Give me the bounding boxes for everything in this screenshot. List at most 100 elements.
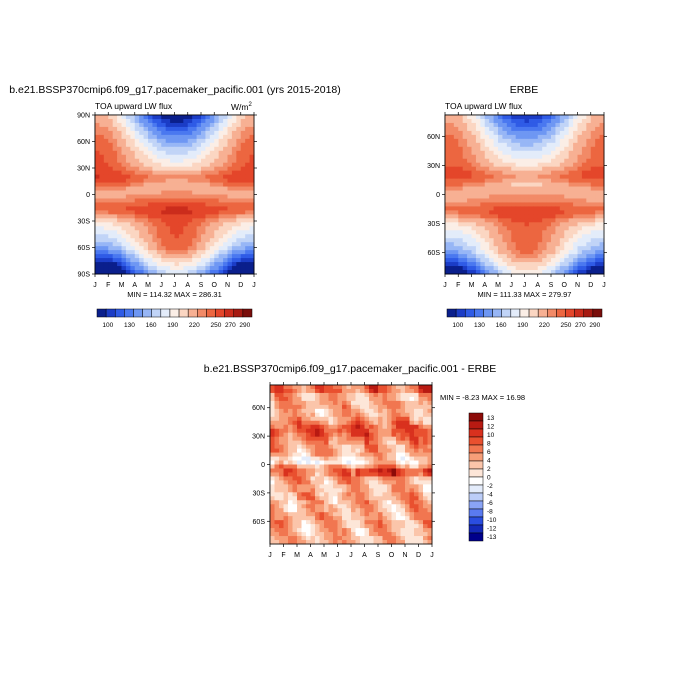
field-cell: [139, 126, 144, 132]
field-cell: [310, 492, 316, 497]
field-cell: [360, 400, 365, 406]
field-cell: [333, 500, 338, 505]
field-cell: [319, 528, 325, 533]
field-cell: [449, 162, 455, 168]
field-cell: [449, 246, 455, 251]
field-cell: [506, 258, 512, 263]
field-cell: [467, 234, 472, 239]
field-cell: [192, 178, 197, 183]
field-cell: [475, 258, 481, 263]
field-cell: [201, 210, 206, 215]
field-cell: [471, 202, 477, 207]
field-cell: [227, 174, 233, 180]
field-cell: [319, 512, 325, 517]
field-cell: [205, 118, 211, 124]
field-cell: [161, 174, 167, 180]
field-cell: [364, 476, 370, 481]
field-cell: [249, 258, 255, 263]
field-cell: [511, 138, 517, 144]
field-cell: [283, 400, 289, 406]
field-cell: [134, 190, 140, 195]
field-cell: [342, 504, 347, 509]
field-cell: [511, 154, 517, 160]
field-cell: [117, 262, 122, 267]
field-cell: [595, 118, 600, 124]
field-cell: [306, 388, 311, 394]
field-cell: [515, 258, 521, 263]
field-cell: [462, 202, 468, 207]
field-cell: [537, 230, 543, 235]
field-cell: [458, 166, 464, 172]
field-cell: [143, 118, 149, 124]
field-cell: [400, 432, 406, 438]
field-cell: [590, 146, 596, 152]
field-cell: [453, 174, 459, 180]
field-cell: [445, 138, 450, 144]
field-cell: [112, 126, 118, 132]
field-cell: [236, 242, 242, 247]
field-cell: [342, 424, 347, 430]
field-cell: [121, 138, 127, 144]
field-cell: [218, 234, 224, 239]
field-cell: [245, 174, 250, 180]
field-cell: [209, 194, 215, 199]
field-cell: [245, 270, 250, 275]
field-cell: [462, 242, 468, 247]
field-cell: [581, 126, 587, 132]
field-cell: [283, 456, 289, 461]
field-cell: [130, 142, 136, 148]
field-cell: [148, 222, 153, 227]
field-cell: [333, 536, 338, 541]
x-tick-label: O: [212, 282, 218, 289]
field-cell: [559, 242, 565, 247]
field-cell: [196, 234, 202, 239]
field-cell: [292, 460, 298, 465]
field-cell: [103, 178, 109, 183]
field-cell: [192, 238, 197, 243]
field-cell: [143, 190, 149, 195]
field-cell: [489, 258, 494, 263]
field-cell: [423, 520, 428, 525]
field-cell: [471, 238, 477, 243]
field-cell: [165, 154, 171, 160]
field-cell: [458, 174, 464, 180]
field-cell: [236, 115, 242, 120]
field-cell: [319, 440, 325, 446]
field-cell: [134, 166, 140, 172]
field-cell: [227, 190, 233, 195]
field-cell: [148, 122, 153, 128]
field-cell: [564, 118, 570, 124]
field-cell: [218, 230, 224, 235]
field-cell: [471, 150, 477, 156]
field-cell: [315, 436, 320, 442]
field-cell: [148, 170, 153, 176]
field-cell: [112, 234, 118, 239]
field-cell: [139, 254, 144, 259]
field-cell: [382, 424, 388, 430]
field-cell: [484, 238, 490, 243]
field-cell: [586, 242, 592, 247]
field-cell: [595, 138, 600, 144]
field-cell: [551, 178, 556, 183]
field-cell: [378, 432, 383, 438]
field-cell: [414, 408, 419, 414]
field-cell: [292, 388, 298, 394]
field-cell: [537, 234, 543, 239]
field-cell: [364, 480, 370, 485]
colorbar-label: 160: [146, 322, 157, 329]
field-cell: [564, 218, 570, 223]
field-cell: [360, 540, 365, 545]
field-cell: [274, 528, 280, 533]
field-cell: [218, 238, 224, 243]
field-cell: [223, 174, 228, 180]
field-cell: [161, 238, 167, 243]
field-cell: [270, 412, 275, 418]
field-cell: [418, 408, 424, 414]
field-cell: [449, 190, 455, 195]
field-cell: [288, 396, 293, 402]
field-cell: [400, 408, 406, 414]
x-tick-label: J: [160, 282, 164, 289]
field-cell: [489, 218, 494, 223]
field-cell: [240, 198, 246, 203]
field-cell: [333, 504, 338, 509]
